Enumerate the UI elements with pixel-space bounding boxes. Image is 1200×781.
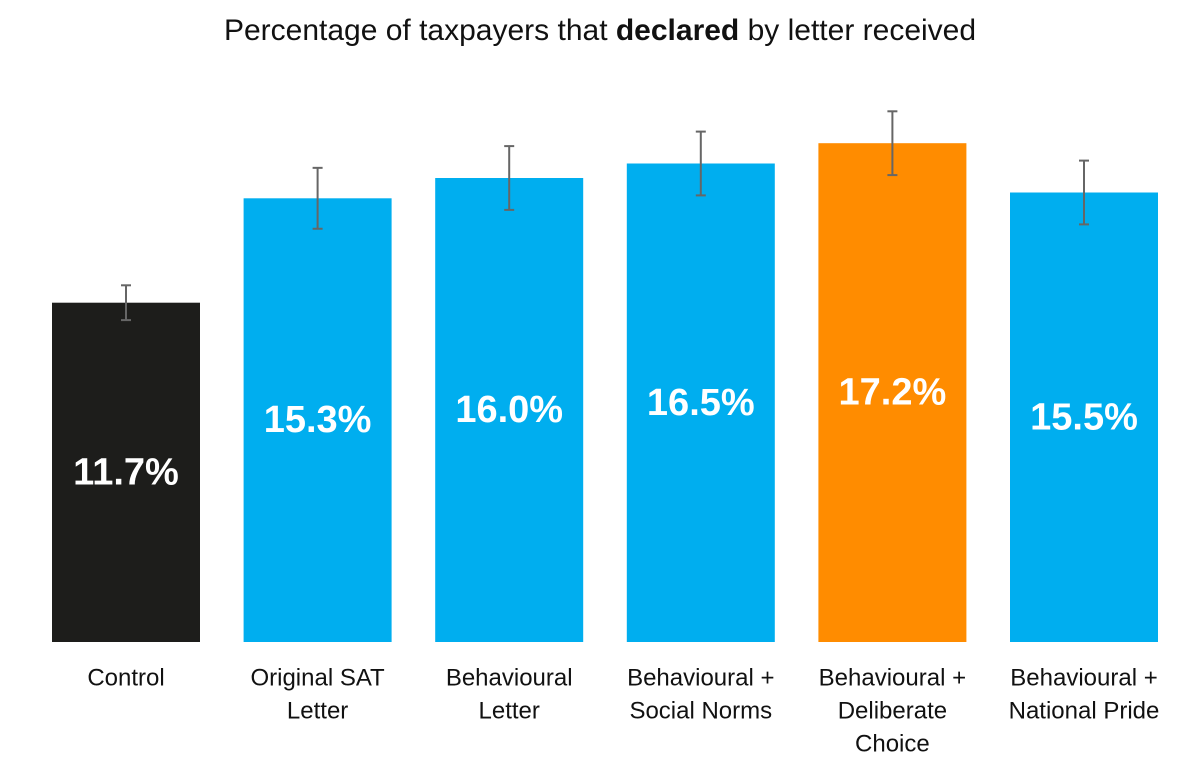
value-label: 15.5%	[1030, 396, 1138, 438]
bar	[1010, 192, 1158, 642]
x-tick-label: Letter	[479, 697, 540, 724]
x-tick-label: Behavioural +	[819, 664, 966, 691]
value-label: 16.0%	[455, 389, 563, 431]
x-tick-label: Control	[87, 664, 164, 691]
x-tick-label: Letter	[287, 697, 348, 724]
value-label: 17.2%	[839, 372, 947, 414]
x-tick-label: Original SAT	[250, 664, 385, 691]
value-label: 15.3%	[264, 399, 372, 441]
bar	[435, 178, 584, 642]
title-part: Percentage of taxpayers that	[223, 14, 616, 47]
x-tick-label: Social Norms	[629, 697, 772, 724]
title-part: by letter received	[739, 14, 977, 47]
chart-title: Percentage of taxpayers that declared by…	[0, 14, 1200, 48]
x-tick-label: Deliberate	[838, 697, 947, 724]
x-tick-label: Behavioural	[446, 664, 573, 691]
bar	[818, 143, 967, 642]
x-tick-label: Behavioural +	[1010, 664, 1157, 691]
value-label: 16.5%	[647, 382, 755, 424]
title-emphasis: declared	[615, 14, 740, 47]
bar	[243, 198, 392, 643]
bar	[626, 163, 775, 642]
value-label: 11.7%	[73, 451, 179, 493]
x-tick-label: Choice	[855, 730, 930, 757]
x-tick-label: Behavioural +	[627, 664, 774, 691]
x-tick-label: National Pride	[1009, 697, 1160, 724]
bar	[52, 302, 200, 642]
